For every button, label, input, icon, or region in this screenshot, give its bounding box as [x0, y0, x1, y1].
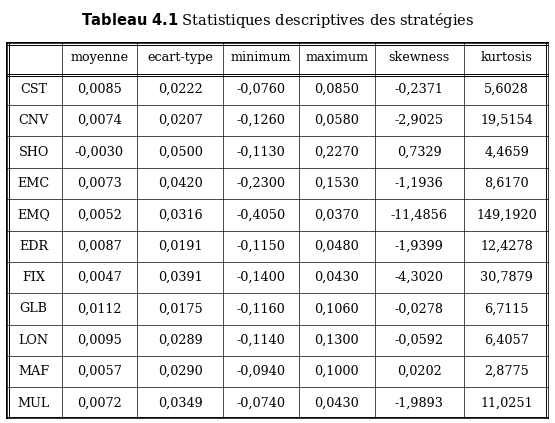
Text: 5,6028: 5,6028	[484, 83, 529, 96]
Text: 0,0349: 0,0349	[158, 397, 203, 409]
Text: -0,1160: -0,1160	[236, 302, 285, 316]
Text: MUL: MUL	[17, 397, 50, 409]
Text: 0,2270: 0,2270	[315, 146, 359, 159]
Text: -1,1936: -1,1936	[395, 177, 443, 190]
Text: 11,0251: 11,0251	[480, 397, 533, 409]
Text: 0,0207: 0,0207	[158, 114, 203, 127]
Text: kurtosis: kurtosis	[481, 52, 533, 64]
Text: skewness: skewness	[388, 52, 450, 64]
Text: maximum: maximum	[305, 52, 369, 64]
Text: 0,0391: 0,0391	[158, 271, 203, 284]
Text: -2,9025: -2,9025	[395, 114, 444, 127]
Text: 0,0500: 0,0500	[158, 146, 203, 159]
Text: 0,0316: 0,0316	[158, 209, 203, 221]
Text: -4,3020: -4,3020	[395, 271, 444, 284]
Text: -1,9399: -1,9399	[395, 240, 443, 253]
Text: -0,1260: -0,1260	[236, 114, 285, 127]
Text: -0,1150: -0,1150	[236, 240, 285, 253]
Text: 0,0072: 0,0072	[77, 397, 122, 409]
Text: moyenne: moyenne	[70, 52, 129, 64]
Text: 0,0430: 0,0430	[315, 397, 359, 409]
Text: 4,4659: 4,4659	[484, 146, 529, 159]
Text: FIX: FIX	[22, 271, 45, 284]
Text: -0,0278: -0,0278	[395, 302, 444, 316]
Text: 30,7879: 30,7879	[480, 271, 533, 284]
Text: 0,0095: 0,0095	[77, 334, 122, 347]
Text: 0,0202: 0,0202	[397, 365, 442, 378]
Text: 0,0047: 0,0047	[77, 271, 122, 284]
Text: -0,2371: -0,2371	[395, 83, 443, 96]
Text: CNV: CNV	[18, 114, 49, 127]
Text: 0,0175: 0,0175	[158, 302, 203, 316]
Text: EMC: EMC	[18, 177, 49, 190]
Text: 0,0430: 0,0430	[315, 271, 359, 284]
Text: $\mathbf{Tableau\ 4.1}$ Statistiques descriptives des stratégies: $\mathbf{Tableau\ 4.1}$ Statistiques des…	[81, 11, 474, 30]
Text: -0,1400: -0,1400	[236, 271, 285, 284]
Text: 0,0052: 0,0052	[77, 209, 122, 221]
Text: 0,1000: 0,1000	[315, 365, 359, 378]
Text: minimum: minimum	[231, 52, 291, 64]
Text: 2,8775: 2,8775	[484, 365, 529, 378]
Text: 19,5154: 19,5154	[480, 114, 533, 127]
Text: -1,9893: -1,9893	[395, 397, 443, 409]
Text: 0,0057: 0,0057	[77, 365, 122, 378]
Text: 0,0087: 0,0087	[77, 240, 122, 253]
Text: GLB: GLB	[19, 302, 48, 316]
Text: EMQ: EMQ	[17, 209, 50, 221]
Text: MAF: MAF	[18, 365, 49, 378]
Text: -0,0592: -0,0592	[395, 334, 444, 347]
Text: 0,0370: 0,0370	[315, 209, 359, 221]
Text: -11,4856: -11,4856	[391, 209, 448, 221]
Text: 0,0222: 0,0222	[158, 83, 203, 96]
Text: 8,6170: 8,6170	[485, 177, 529, 190]
Text: 0,0073: 0,0073	[77, 177, 122, 190]
Text: 0,0191: 0,0191	[158, 240, 203, 253]
Text: 12,4278: 12,4278	[480, 240, 533, 253]
Text: ecart-type: ecart-type	[147, 52, 213, 64]
Text: 0,1060: 0,1060	[315, 302, 359, 316]
Text: LON: LON	[18, 334, 49, 347]
Text: 0,0290: 0,0290	[158, 365, 203, 378]
Text: -0,0760: -0,0760	[236, 83, 285, 96]
Text: CST: CST	[20, 83, 47, 96]
Text: -0,1130: -0,1130	[236, 146, 285, 159]
Text: 0,0289: 0,0289	[158, 334, 203, 347]
Text: -0,0030: -0,0030	[75, 146, 124, 159]
Text: 6,4057: 6,4057	[484, 334, 529, 347]
Text: 0,0085: 0,0085	[77, 83, 122, 96]
Text: 149,1920: 149,1920	[476, 209, 537, 221]
Text: -0,0940: -0,0940	[236, 365, 285, 378]
Text: -0,1140: -0,1140	[236, 334, 285, 347]
Text: -0,0740: -0,0740	[236, 397, 285, 409]
Text: 0,0074: 0,0074	[77, 114, 122, 127]
Text: 0,1300: 0,1300	[315, 334, 359, 347]
Text: -0,2300: -0,2300	[236, 177, 285, 190]
Text: 6,7115: 6,7115	[485, 302, 529, 316]
Text: 0,1530: 0,1530	[315, 177, 359, 190]
Text: EDR: EDR	[19, 240, 48, 253]
Text: -0,4050: -0,4050	[236, 209, 286, 221]
Text: 0,0850: 0,0850	[314, 83, 359, 96]
Text: 0,0480: 0,0480	[315, 240, 359, 253]
Text: SHO: SHO	[18, 146, 49, 159]
Text: 0,0420: 0,0420	[158, 177, 203, 190]
Text: 0,7329: 0,7329	[397, 146, 442, 159]
Text: 0,0112: 0,0112	[77, 302, 122, 316]
Text: 0,0580: 0,0580	[314, 114, 359, 127]
